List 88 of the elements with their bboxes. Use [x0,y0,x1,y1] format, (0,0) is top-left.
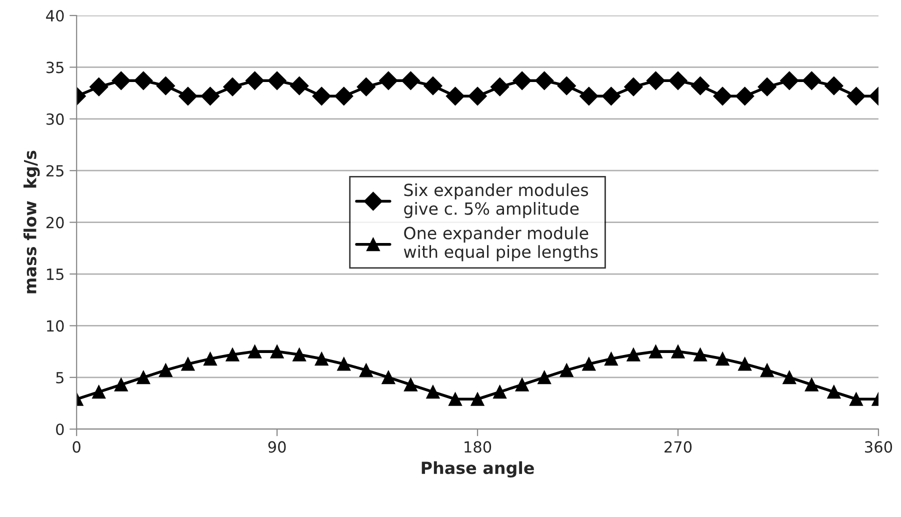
x-tick-label: 180 [464,441,492,453]
point [758,77,776,96]
point [694,348,708,362]
point [226,348,240,362]
point [690,76,710,96]
x-tick-label: 270 [664,441,692,453]
point [181,357,195,371]
point [203,352,218,366]
x-tick-label: 0 [72,441,80,453]
point [846,86,866,106]
point [90,77,108,96]
point [713,86,732,106]
point [292,348,306,362]
point [356,77,376,96]
point [738,357,752,371]
point [424,76,442,96]
point [382,370,396,384]
point [824,76,844,96]
point [245,71,264,90]
point [671,344,685,358]
point [849,392,863,406]
point [580,86,598,106]
point [248,344,262,358]
point [426,385,440,399]
point [270,344,284,358]
point [134,71,153,90]
point [290,76,309,96]
y-tick-label: 10 [47,320,64,332]
point [538,370,552,384]
point [802,71,822,90]
y-tick-label: 35 [46,62,64,74]
point [404,378,418,392]
point [646,71,666,90]
point [114,378,128,392]
point [804,378,818,392]
point [560,363,574,377]
point [468,86,487,106]
point [158,363,172,377]
y-tick-label: 0 [56,424,64,436]
point [557,76,576,96]
point [312,86,331,106]
point [602,86,621,106]
point [136,370,150,384]
point [534,71,554,90]
point [827,385,841,399]
point [648,344,662,358]
x-axis-title: Phase angle [422,461,534,478]
point [334,86,354,106]
y-tick-label: 5 [56,372,64,384]
point [92,385,106,399]
point [268,71,286,90]
point [780,71,799,90]
point [782,370,796,384]
point [156,76,176,96]
point [200,86,220,106]
point [493,385,507,399]
point [178,86,198,106]
x-tick-label: 90 [268,441,286,453]
x-tick-label: 360 [865,441,892,453]
point [515,378,529,392]
point [668,71,688,90]
point [401,71,420,90]
point [604,352,618,366]
y-tick-label: 30 [46,113,64,125]
y-axis-title: mass flow kg/s [24,150,40,294]
point [359,363,373,377]
point [446,86,465,106]
point [223,77,242,96]
point [735,86,754,106]
legend-label: One expander module with equal pipe lengths [404,226,598,262]
y-tick-label: 40 [46,10,64,22]
point [470,392,484,406]
point [624,77,643,96]
point [112,71,130,90]
point [760,363,774,377]
point [448,392,462,406]
point [379,71,398,90]
point [490,77,510,96]
point [512,71,532,90]
y-tick-label: 20 [46,216,64,228]
point [337,357,351,371]
point [582,357,596,371]
point [314,352,328,366]
y-tick-label: 15 [47,268,64,280]
legend-label: Six expander modules give c. 5% amplitude [404,183,588,218]
y-tick-label: 25 [46,165,64,177]
point [716,352,730,366]
point [626,348,640,362]
